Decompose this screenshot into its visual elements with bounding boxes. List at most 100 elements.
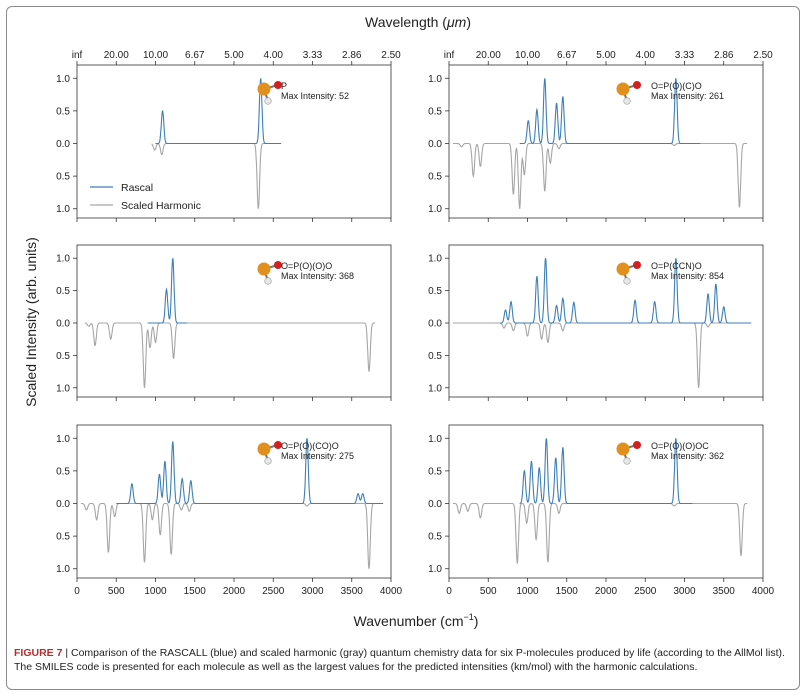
oxygen-atom bbox=[274, 441, 282, 449]
y-tick-label: 1.0 bbox=[428, 564, 442, 575]
top-tick-label: 4.00 bbox=[636, 50, 656, 61]
molecule-icon bbox=[616, 441, 641, 465]
molecule-smiles: O=P(O)(C)O bbox=[651, 81, 702, 91]
rascal-line bbox=[519, 78, 701, 145]
max-intensity: Max Intensity: 261 bbox=[651, 91, 724, 101]
rascal-line bbox=[519, 438, 693, 505]
oxygen-atom bbox=[274, 261, 282, 269]
y-tick-label: 0.5 bbox=[428, 532, 442, 543]
plot-frame bbox=[448, 64, 764, 219]
phosphorus-atom bbox=[616, 442, 630, 456]
legend-harmonic-label: Scaled Harmonic bbox=[121, 200, 201, 212]
y-axis-title: Scaled Intensity (arb. units) bbox=[23, 237, 39, 407]
y-tick-label: 1.0 bbox=[56, 74, 70, 85]
max-intensity: Max Intensity: 362 bbox=[651, 451, 724, 461]
top-tick-label: 5.00 bbox=[224, 50, 244, 61]
max-intensity: Max Intensity: 275 bbox=[281, 451, 354, 461]
y-tick-label: 0.5 bbox=[56, 172, 70, 183]
rascal-line bbox=[147, 258, 187, 324]
phosphorus-atom bbox=[616, 82, 630, 96]
top-tick-label: 6.67 bbox=[557, 50, 577, 61]
x-tick-label: 3000 bbox=[673, 586, 696, 597]
top-tick-label: 3.33 bbox=[675, 50, 695, 61]
plot-frame bbox=[448, 244, 764, 398]
y-tick-label: 0.0 bbox=[56, 499, 70, 510]
top-tick-label: 2.50 bbox=[381, 50, 401, 61]
legend-rascal-label: Rascal bbox=[121, 182, 153, 194]
harmonic-line bbox=[151, 142, 281, 209]
y-tick-label: 1.0 bbox=[428, 254, 442, 265]
phosphorus-atom bbox=[257, 262, 271, 276]
y-tick-label: 0.5 bbox=[56, 351, 70, 362]
oxygen-atom bbox=[633, 261, 641, 269]
y-tick-label: 1.0 bbox=[56, 383, 70, 394]
x-tick-label: 500 bbox=[108, 586, 125, 597]
plot-frame bbox=[76, 244, 392, 398]
top-tick-label: 10.00 bbox=[515, 50, 540, 61]
hydrogen-atom bbox=[264, 277, 272, 285]
max-intensity: Max Intensity: 368 bbox=[281, 271, 354, 281]
plot-frame bbox=[76, 424, 392, 579]
hydrogen-atom bbox=[264, 457, 272, 465]
y-tick-label: 0.5 bbox=[428, 172, 442, 183]
top-tick-label: 6.67 bbox=[185, 50, 205, 61]
figure-frame bbox=[6, 6, 800, 690]
molecule-icon bbox=[257, 441, 282, 465]
x-tick-label: 1500 bbox=[184, 586, 207, 597]
hydrogen-atom bbox=[623, 277, 631, 285]
y-tick-label: 0.5 bbox=[428, 106, 442, 117]
molecule-smiles: O=P(CCN)O bbox=[651, 261, 702, 271]
oxygen-atom bbox=[633, 441, 641, 449]
y-tick-label: 0.0 bbox=[428, 319, 442, 330]
top-tick-label: inf bbox=[72, 50, 83, 61]
oxygen-atom bbox=[274, 81, 282, 89]
top-tick-label: 2.86 bbox=[714, 50, 734, 61]
legend: Rascal Scaled Harmonic bbox=[90, 182, 201, 212]
molecule-smiles: O=P(O)(O)OC bbox=[651, 441, 709, 451]
phosphorus-atom bbox=[257, 82, 271, 96]
top-tick-label: 5.00 bbox=[596, 50, 616, 61]
molecule-smiles: P bbox=[281, 81, 287, 91]
x-tick-label: 4000 bbox=[752, 586, 775, 597]
top-tick-label: 2.86 bbox=[342, 50, 362, 61]
oxygen-atom bbox=[633, 81, 641, 89]
y-tick-label: 1.0 bbox=[428, 204, 442, 215]
x-tick-label: 0 bbox=[74, 586, 80, 597]
phosphorus-atom bbox=[257, 442, 271, 456]
molecule-icon bbox=[616, 81, 641, 105]
max-intensity: Max Intensity: 854 bbox=[651, 271, 724, 281]
top-tick-label: 2.50 bbox=[753, 50, 773, 61]
rascal-line bbox=[116, 438, 384, 505]
plot-frame bbox=[76, 64, 392, 219]
plot-frame bbox=[448, 424, 764, 579]
molecule-icon bbox=[257, 261, 282, 285]
y-tick-label: 1.0 bbox=[56, 564, 70, 575]
phosphorus-atom bbox=[616, 262, 630, 276]
molecule-smiles: O=P(O)(O)O bbox=[281, 261, 332, 271]
y-tick-label: 0.5 bbox=[56, 532, 70, 543]
y-tick-label: 0.5 bbox=[56, 286, 70, 297]
caption-label: FIGURE 7 bbox=[14, 647, 63, 659]
y-tick-label: 0.0 bbox=[428, 139, 442, 150]
y-tick-label: 0.5 bbox=[56, 466, 70, 477]
y-tick-label: 1.0 bbox=[56, 204, 70, 215]
x-tick-label: 2500 bbox=[262, 586, 285, 597]
harmonic-line bbox=[452, 502, 748, 564]
hydrogen-atom bbox=[623, 97, 631, 105]
top-tick-label: 20.00 bbox=[104, 50, 129, 61]
y-tick-label: 0.5 bbox=[56, 106, 70, 117]
y-tick-label: 0.0 bbox=[56, 139, 70, 150]
harmonic-line bbox=[452, 322, 748, 388]
molecule-smiles: O=P(O)(CO)O bbox=[281, 441, 339, 451]
molecule-icon bbox=[257, 81, 282, 105]
y-tick-label: 0.5 bbox=[428, 351, 442, 362]
x-tick-label: 2500 bbox=[634, 586, 657, 597]
y-tick-label: 1.0 bbox=[428, 74, 442, 85]
y-tick-label: 0.0 bbox=[56, 319, 70, 330]
figure-canvas: 1.0 0.5 0.0 0.5 1.0 inf 20.00 10.00 6.67 5.00 4.00… bbox=[23, 14, 775, 629]
caption-text: | Comparison of the RASCALL (blue) and s… bbox=[14, 647, 785, 673]
bottom-axis-title: Wavenumber (cm−1) bbox=[354, 612, 479, 629]
panel-methylphosphonic: 1.0 0.5 0.0 0.5 1.0 inf 20.00 10.00 6.67 5.00 4.00… bbox=[428, 50, 773, 222]
top-tick-label: 4.00 bbox=[264, 50, 284, 61]
